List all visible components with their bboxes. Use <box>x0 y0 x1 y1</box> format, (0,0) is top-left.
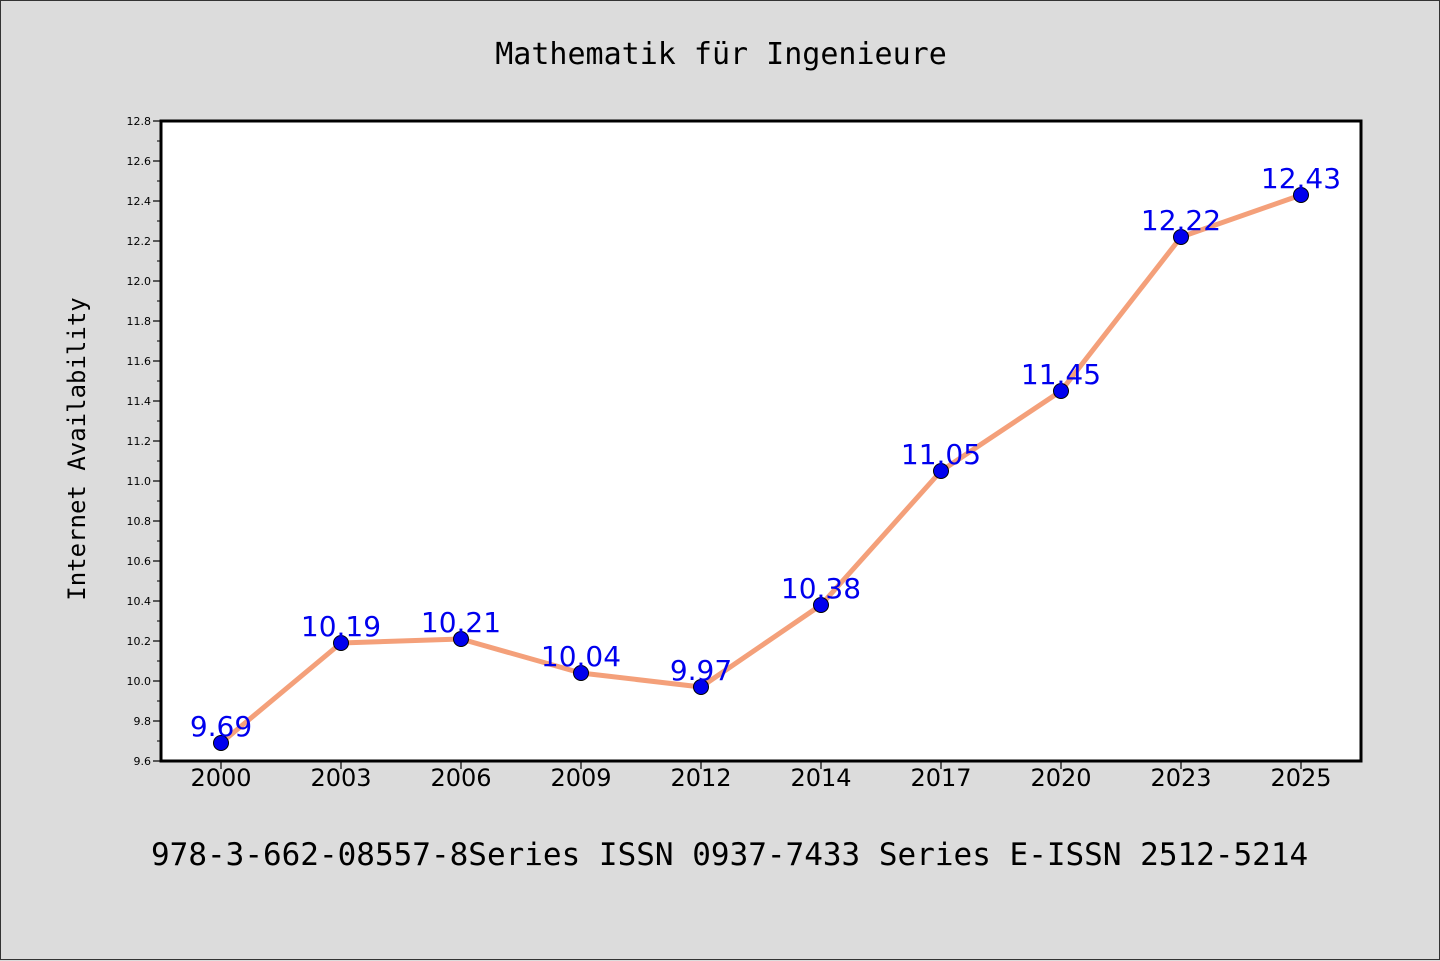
y-tick-label: 11.6 <box>127 355 152 368</box>
x-tick-label: 2000 <box>190 764 251 792</box>
y-tick-label: 10.6 <box>127 555 152 568</box>
x-tick-label: 2017 <box>910 764 971 792</box>
data-point <box>1053 383 1069 399</box>
x-tick-label: 2014 <box>790 764 851 792</box>
data-point <box>333 635 349 651</box>
data-label: 10.04 <box>541 640 621 673</box>
data-point <box>693 679 709 695</box>
y-tick-label: 10.0 <box>127 675 152 688</box>
x-tick-label: 2020 <box>1030 764 1091 792</box>
data-label: 9.69 <box>190 710 252 743</box>
plot-area <box>161 121 1361 761</box>
data-label: 11.45 <box>1021 358 1101 391</box>
series-line <box>218 192 1304 746</box>
x-tick-label: 2025 <box>1270 764 1331 792</box>
data-point <box>453 631 469 647</box>
data-point <box>1293 187 1309 203</box>
x-tick-label: 2012 <box>670 764 731 792</box>
y-tick-label: 10.2 <box>127 635 152 648</box>
data-label: 11.05 <box>901 438 981 471</box>
plot-border <box>159 119 1363 763</box>
x-tick-label: 2009 <box>550 764 611 792</box>
data-label: 9.97 <box>670 654 732 687</box>
data-label: 10.21 <box>421 606 501 639</box>
y-tick-label: 12.0 <box>127 275 152 288</box>
data-point <box>1173 229 1189 245</box>
y-tick-label: 9.8 <box>134 715 152 728</box>
y-tick-label: 12.4 <box>127 195 152 208</box>
data-point <box>573 665 589 681</box>
y-tick-label: 11.4 <box>127 395 152 408</box>
x-tick-label: 2023 <box>1150 764 1211 792</box>
x-tick-label: 2006 <box>430 764 491 792</box>
y-tick-label: 11.2 <box>127 435 152 448</box>
y-tick-label: 12.8 <box>127 115 152 128</box>
y-axis: 9.6 9.8 10.0 10.2 10.4 10.6 10.8 11.0 11.2 11.4 11… <box>127 115 161 768</box>
data-label: 10.19 <box>301 610 381 643</box>
data-label: 10.38 <box>781 572 861 605</box>
x-axis: 2000 2003 2006 2009 2012 2014 2017 2020 2023 2025 <box>190 761 1332 792</box>
footer-isbn-text: 978-3-662-08557-8Series ISSN 0937-7433 S… <box>151 837 1308 873</box>
data-point <box>813 597 829 613</box>
series-layer: 9.69 10.19 10.21 10.04 9.97 10.38 11.05 11.45 12… <box>190 162 1341 751</box>
data-point <box>933 463 949 479</box>
y-tick-label: 11.8 <box>127 315 152 328</box>
y-tick-label: 10.4 <box>127 595 152 608</box>
y-tick-label: 12.2 <box>127 235 152 248</box>
data-point <box>213 735 229 751</box>
y-tick-label: 11.0 <box>127 475 152 488</box>
y-tick-label: 9.6 <box>134 755 152 768</box>
data-label: 12.22 <box>1141 204 1221 237</box>
y-axis-label: Internet Availability <box>63 297 91 600</box>
y-tick-label: 12.6 <box>127 155 152 168</box>
data-label: 12.43 <box>1261 162 1341 195</box>
y-tick-label: 10.8 <box>127 515 152 528</box>
x-tick-label: 2003 <box>310 764 371 792</box>
chart-title: Mathematik für Ingenieure <box>495 37 947 72</box>
